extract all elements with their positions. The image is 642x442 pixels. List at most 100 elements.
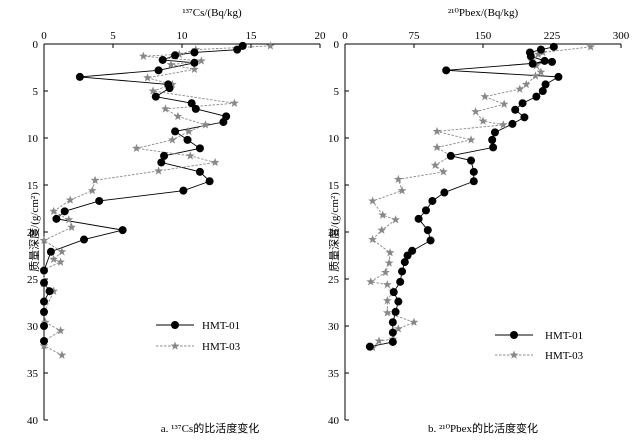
data-point-star	[154, 166, 163, 175]
y-tick-label: 25	[328, 274, 340, 286]
data-point-star	[391, 215, 400, 224]
data-point-star	[56, 257, 65, 266]
data-point-star	[382, 280, 392, 289]
x-tick-label: 75	[409, 30, 421, 42]
panel-b: ²¹⁰Pbex/(Bq/kg) 0 75 150 225 300 0 5 10 15 20 25 3…	[327, 7, 630, 435]
data-point-star	[161, 104, 170, 113]
data-point-circle	[45, 287, 54, 296]
legend-a-hmt03-label: HMT-03	[202, 341, 241, 353]
data-point-circle	[489, 143, 498, 152]
y-tick-label: 25	[27, 274, 39, 286]
data-point-circle	[95, 196, 104, 205]
data-point-circle	[518, 99, 527, 108]
y-tick-label: 0	[33, 39, 39, 51]
data-point-circle	[40, 278, 48, 287]
panel-a-y-title: 质量深度/(g/cm²)	[27, 192, 41, 272]
data-point-circle	[187, 99, 196, 108]
data-point-star	[374, 336, 384, 345]
data-point-circle	[394, 297, 403, 306]
data-point-circle	[396, 277, 405, 286]
y-tick-label: 0	[334, 39, 340, 51]
data-point-circle	[520, 113, 529, 122]
data-point-star	[39, 341, 49, 350]
data-point-circle	[205, 177, 214, 186]
data-point-circle	[442, 66, 451, 75]
y-tick-label: 40	[328, 415, 340, 427]
data-point-circle	[219, 118, 228, 127]
data-point-star	[67, 222, 76, 232]
data-point-star	[90, 175, 100, 185]
data-point-circle	[183, 135, 192, 144]
data-point-star	[57, 350, 67, 359]
data-point-star	[499, 99, 509, 108]
data-point-circle	[158, 55, 167, 64]
legend-b-hmt03-marker	[509, 350, 519, 359]
data-point-star	[210, 157, 220, 167]
data-point-circle	[75, 72, 84, 81]
panel-b-hmt01-markers	[365, 42, 563, 351]
panel-a-hmt01-line	[43, 45, 243, 342]
data-point-circle	[554, 72, 563, 81]
data-point-circle	[388, 328, 397, 337]
data-point-star	[49, 254, 59, 263]
panel-b-legend: HMT-01 HMT-03	[495, 330, 584, 362]
legend-a-hmt01-label: HMT-01	[202, 320, 240, 332]
data-point-circle	[536, 45, 545, 54]
data-point-circle	[528, 59, 537, 68]
data-point-circle	[538, 87, 547, 95]
data-point-circle	[488, 135, 497, 144]
data-point-star	[185, 151, 195, 160]
data-point-star	[39, 235, 49, 245]
data-point-circle	[157, 158, 166, 167]
panel-b-hmt03-line	[369, 46, 591, 348]
panel-b-x-title: ²¹⁰Pbex/(Bq/kg)	[448, 7, 519, 19]
x-tick-label: 5	[110, 30, 116, 42]
data-point-star	[384, 258, 394, 267]
panel-a: ¹³⁷Cs/(Bq/kg) 0 5 10 15 20 0 5 10 15 20 25 30 35 40 …	[27, 7, 326, 435]
data-point-star	[531, 71, 540, 80]
panel-a-hmt03-line	[43, 45, 271, 356]
data-point-circle	[511, 105, 520, 114]
data-point-circle	[60, 207, 69, 216]
data-point-circle	[40, 297, 48, 306]
data-point-circle	[469, 177, 478, 186]
data-point-circle	[190, 48, 199, 57]
data-point-star	[56, 326, 65, 335]
data-point-star	[586, 42, 596, 51]
data-point-circle	[179, 186, 188, 195]
data-point-circle	[388, 337, 397, 346]
data-point-star	[196, 56, 206, 65]
data-point-circle	[233, 45, 242, 54]
y-tick-label: 15	[27, 180, 39, 192]
data-point-circle	[540, 56, 549, 65]
data-point-star	[480, 92, 490, 101]
data-point-star	[57, 247, 67, 256]
panel-a-hmt03-markers	[39, 41, 275, 359]
data-point-circle	[52, 214, 61, 223]
data-point-star	[366, 277, 376, 286]
data-point-star	[167, 135, 177, 144]
y-tick-label: 5	[33, 86, 39, 98]
data-point-star	[167, 79, 177, 89]
data-point-circle	[532, 92, 541, 101]
data-point-circle	[469, 167, 478, 176]
data-point-circle	[548, 57, 556, 66]
data-point-circle	[40, 266, 48, 275]
data-point-circle	[428, 196, 437, 205]
data-point-star	[381, 267, 390, 277]
data-point-star	[409, 317, 419, 326]
legend-a-hmt03-marker	[170, 341, 180, 350]
data-point-star	[230, 98, 239, 107]
panel-b-y-title: 质量深度/(g/cm²)	[327, 192, 341, 272]
data-point-circle	[40, 307, 48, 316]
data-point-circle	[526, 52, 535, 61]
data-point-star	[87, 186, 97, 195]
data-point-star	[430, 160, 440, 169]
data-point-star	[471, 107, 481, 116]
data-point-star	[521, 79, 531, 89]
data-point-star	[439, 167, 448, 176]
data-point-star	[368, 234, 377, 244]
data-point-star	[382, 308, 392, 317]
data-point-star	[132, 143, 141, 153]
y-tick-label: 30	[328, 321, 340, 333]
